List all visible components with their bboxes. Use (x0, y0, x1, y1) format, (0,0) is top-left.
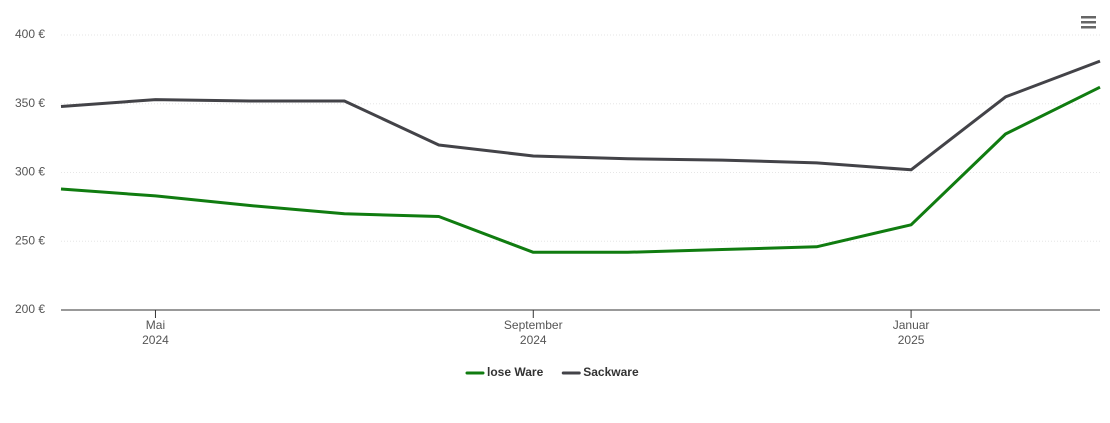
legend-item[interactable]: Sackware (561, 365, 639, 379)
x-tick-label-line: September (504, 318, 563, 332)
menu-bar[interactable] (1081, 21, 1096, 24)
legend-label: lose Ware (487, 365, 544, 379)
x-tick-label: September 2024 (504, 318, 563, 347)
x-tick-label: Januar 2025 (893, 318, 930, 347)
legend-item[interactable]: lose Ware (465, 365, 544, 379)
x-tick-label-line: Mai (146, 318, 165, 332)
x-tick-label: Mai 2024 (142, 318, 169, 347)
series-line (60, 59, 1101, 172)
y-tick-label: 300 € (15, 165, 45, 179)
x-tick-label-line: 2024 (142, 333, 169, 347)
y-tick-label: 200 € (15, 302, 45, 316)
menu-bar[interactable] (1081, 26, 1096, 29)
x-tick-label-line: Januar (893, 318, 930, 332)
y-tick-label: 400 € (15, 27, 45, 41)
legend-label: Sackware (583, 365, 639, 379)
x-tick-label-line: 2025 (898, 333, 925, 347)
menu-bar[interactable] (1081, 16, 1096, 19)
y-tick-label: 350 € (15, 96, 45, 110)
menu-icon[interactable] (1081, 16, 1096, 29)
series-line (60, 85, 1101, 254)
legend: lose Ware Sackware (465, 365, 639, 379)
y-tick-label: 250 € (15, 233, 45, 247)
x-tick-label-line: 2024 (520, 333, 547, 347)
